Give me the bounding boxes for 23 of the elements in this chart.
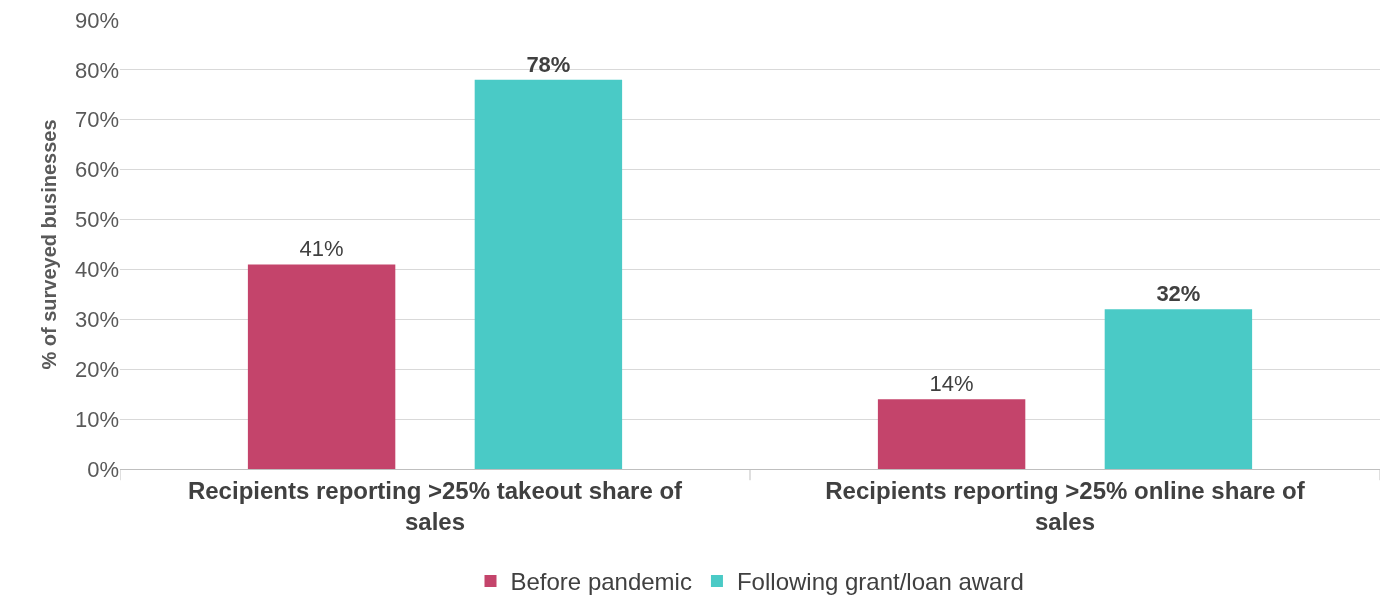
- x-tick-label: Recipients reporting >25% online share of sales: [825, 476, 1306, 535]
- bar: [877, 399, 1026, 469]
- y-tick-label: 50%: [74, 207, 119, 233]
- data-label: 41%: [299, 236, 344, 262]
- y-tick-label: 40%: [74, 257, 119, 283]
- data-label: 32%: [1156, 281, 1201, 307]
- y-tick-label: 30%: [74, 307, 119, 333]
- y-axis-title: % of surveyed businesses: [38, 119, 61, 370]
- x-tick-label: Recipients reporting >25% takeout share of sales: [187, 476, 684, 535]
- bar: [474, 79, 623, 469]
- y-tick-label: 60%: [74, 157, 119, 183]
- bar: [1104, 309, 1253, 469]
- y-tick-label: 20%: [74, 356, 119, 382]
- y-tick-label: 70%: [74, 107, 119, 133]
- y-tick-label: 80%: [74, 57, 119, 83]
- legend-label: Before pandemic: [510, 568, 692, 596]
- bar: [247, 264, 396, 469]
- y-tick-label: 0%: [87, 456, 119, 482]
- y-tick-label: 10%: [74, 406, 119, 432]
- data-label: 14%: [929, 371, 974, 397]
- y-tick-label: 90%: [74, 7, 119, 33]
- legend-label: Following grant/loan award: [736, 568, 1024, 596]
- data-label: 78%: [526, 51, 571, 77]
